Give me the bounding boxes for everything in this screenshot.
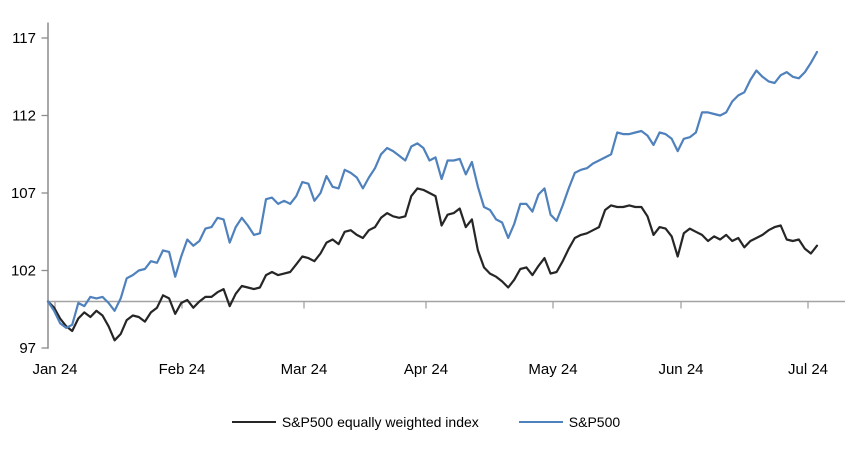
x-tick-label: Mar 24 — [281, 361, 328, 378]
series-line-sp500 — [46, 50, 819, 329]
x-tick-label: Jul 24 — [788, 361, 828, 378]
legend-label-sp500: S&P500 — [568, 414, 621, 430]
y-tick-label: 112 — [12, 108, 36, 125]
series-line-equal-weight — [46, 187, 819, 342]
y-tick-label: 117 — [12, 30, 36, 47]
chart-legend: S&P500 equally weighted index S&P500 — [0, 411, 852, 433]
legend-line-sample-equal-weight — [231, 420, 276, 424]
x-tick-label: Jun 24 — [658, 361, 703, 378]
legend-label-equal-weight: S&P500 equally weighted index — [281, 414, 479, 430]
legend-line-sample-sp500 — [518, 420, 563, 424]
y-tick-label: 107 — [11, 185, 36, 202]
x-tick-label: May 24 — [528, 361, 577, 378]
x-tick-label: Jan 24 — [32, 361, 77, 378]
x-tick-label: Apr 24 — [404, 361, 448, 378]
legend-item-equal-weight: S&P500 equally weighted index — [231, 414, 479, 430]
legend-item-sp500: S&P500 — [518, 414, 621, 430]
y-tick-label: 102 — [11, 263, 36, 280]
x-tick-label: Feb 24 — [159, 361, 206, 378]
y-tick-label: 97 — [19, 340, 36, 357]
